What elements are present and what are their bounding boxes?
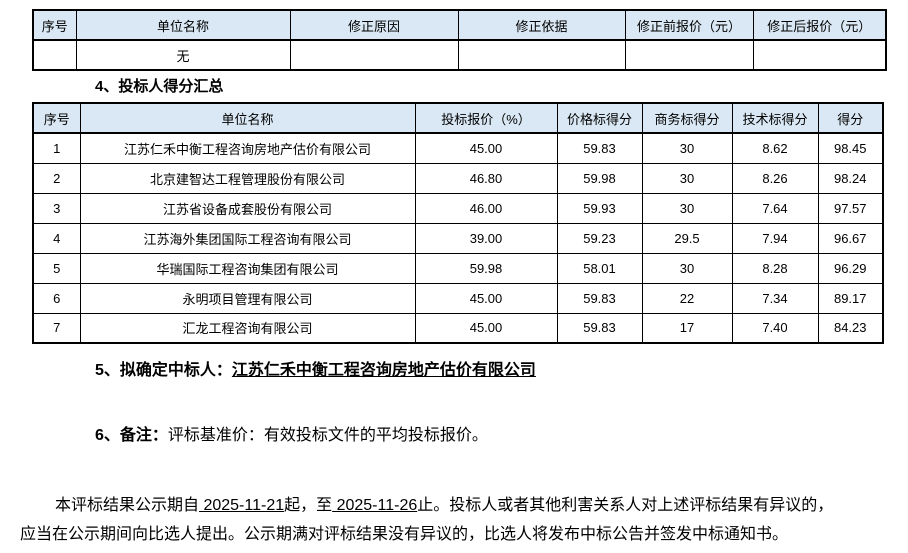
table-cell: 84.23 — [817, 312, 884, 344]
table-cell: 30 — [641, 162, 733, 194]
section6-text: 评标基准价：有效投标文件的平均投标报价。 — [167, 427, 488, 444]
column-header: 单位名称 — [75, 9, 291, 41]
score-summary-table: 序号 单位名称 投标报价（%） 价格标得分 商务标得分 技术标得分 得分 1 江苏仁禾中衡工程… — [32, 102, 884, 344]
table-cell — [32, 39, 77, 71]
section5-winner-line: 5、拟确定中标人：江苏仁禾中衡工程咨询房地产估价有限公司 — [95, 360, 908, 382]
column-header: 修正原因 — [289, 9, 459, 41]
table-cell: 永明项目管理有限公司 — [79, 282, 416, 314]
column-header: 商务标得分 — [641, 102, 733, 134]
table-cell: 45.00 — [414, 132, 558, 164]
table-cell: 7.40 — [731, 312, 819, 344]
table-cell: 江苏省设备成套股份有限公司 — [79, 192, 416, 224]
table-cell — [457, 39, 626, 71]
table-cell: 无 — [75, 39, 291, 71]
winner-company-name: 江苏仁禾中衡工程咨询房地产估价有限公司 — [231, 362, 536, 379]
table-cell: 7.94 — [731, 222, 819, 254]
column-header: 修正前报价（元） — [624, 9, 754, 41]
table-cell: 98.45 — [817, 132, 884, 164]
table-cell: 17 — [641, 312, 733, 344]
notice-date-to: 2025-11-26 — [332, 497, 418, 514]
table-row: 1 江苏仁禾中衡工程咨询房地产估价有限公司 45.00 59.83 30 8.62 98.4… — [32, 132, 884, 164]
table-cell: 4 — [32, 222, 81, 254]
table-cell: 59.83 — [556, 312, 643, 344]
section5-label: 5、拟确定中标人： — [95, 362, 232, 379]
table-cell: 59.23 — [556, 222, 643, 254]
table-cell: 6 — [32, 282, 81, 314]
table-cell: 96.67 — [817, 222, 884, 254]
public-notice-paragraph: 本评标结果公示期自 2025-11-21起，至 2025-11-26止。投标人或… — [20, 491, 844, 549]
table-cell: 8.62 — [731, 132, 819, 164]
table-cell: 89.17 — [817, 282, 884, 314]
table-row: 7 汇龙工程咨询有限公司 45.00 59.83 17 7.40 84.23 — [32, 312, 884, 344]
column-header: 技术标得分 — [731, 102, 819, 134]
table-cell: 华瑞国际工程咨询集团有限公司 — [79, 252, 416, 284]
column-header: 修正依据 — [457, 9, 626, 41]
column-header: 修正后报价（元） — [752, 9, 887, 41]
table-cell: 59.98 — [556, 162, 643, 194]
table-cell: 29.5 — [641, 222, 733, 254]
table-cell: 58.01 — [556, 252, 643, 284]
table-cell — [752, 39, 887, 71]
table-cell: 45.00 — [414, 282, 558, 314]
header-row: 序号 单位名称 投标报价（%） 价格标得分 商务标得分 技术标得分 得分 — [32, 102, 884, 134]
table-cell: 59.83 — [556, 132, 643, 164]
column-header: 单位名称 — [79, 102, 416, 134]
table-cell: 5 — [32, 252, 81, 284]
table-cell: 7 — [32, 312, 81, 344]
table-cell: 59.93 — [556, 192, 643, 224]
notice-mid: 起，至 — [284, 497, 333, 514]
table-cell: 3 — [32, 192, 81, 224]
section6-remark-line: 6、备注：评标基准价：有效投标文件的平均投标报价。 — [95, 425, 908, 447]
table-cell: 8.28 — [731, 252, 819, 284]
table-cell — [289, 39, 459, 71]
table-cell: 8.26 — [731, 162, 819, 194]
table-cell: 39.00 — [414, 222, 558, 254]
header-row: 序号 单位名称 修正原因 修正依据 修正前报价（元） 修正后报价（元） — [32, 9, 887, 41]
table-cell: 7.34 — [731, 282, 819, 314]
correction-table-body: 无 — [32, 39, 887, 71]
notice-tail: 止。投标人或者其他利害关系人对上述评标结果有异议的，应当在公示期间向比选人提出。… — [20, 497, 834, 543]
table-row: 6 永明项目管理有限公司 45.00 59.83 22 7.34 89.17 — [32, 282, 884, 314]
column-header: 序号 — [32, 9, 77, 41]
score-table-header: 序号 单位名称 投标报价（%） 价格标得分 商务标得分 技术标得分 得分 — [32, 102, 884, 134]
table-cell: 96.29 — [817, 252, 884, 284]
table-row: 5 华瑞国际工程咨询集团有限公司 59.98 58.01 30 8.28 96.29 — [32, 252, 884, 284]
column-header: 得分 — [817, 102, 884, 134]
table-cell: 22 — [641, 282, 733, 314]
table-cell: 1 — [32, 132, 81, 164]
section6-label: 6、备注： — [95, 427, 168, 444]
column-header: 序号 — [32, 102, 81, 134]
column-header: 投标报价（%） — [414, 102, 558, 134]
table-cell: 45.00 — [414, 312, 558, 344]
table-cell: 30 — [641, 132, 733, 164]
table-cell: 30 — [641, 192, 733, 224]
table-cell: 江苏仁禾中衡工程咨询房地产估价有限公司 — [79, 132, 416, 164]
table-cell: 汇龙工程咨询有限公司 — [79, 312, 416, 344]
table-row: 无 — [32, 39, 887, 71]
table-cell: 2 — [32, 162, 81, 194]
column-header: 价格标得分 — [556, 102, 643, 134]
table-row: 3 江苏省设备成套股份有限公司 46.00 59.93 30 7.64 97.57 — [32, 192, 884, 224]
table-cell: 59.98 — [414, 252, 558, 284]
table-cell: 59.83 — [556, 282, 643, 314]
notice-date-from: 2025-11-21 — [199, 497, 285, 514]
table-cell: 江苏海外集团国际工程咨询有限公司 — [79, 222, 416, 254]
table-cell: 98.24 — [817, 162, 884, 194]
correction-table-header: 序号 单位名称 修正原因 修正依据 修正前报价（元） 修正后报价（元） — [32, 9, 887, 41]
table-cell: 北京建智达工程管理股份有限公司 — [79, 162, 416, 194]
table-cell — [624, 39, 754, 71]
table-cell: 30 — [641, 252, 733, 284]
score-table-body: 1 江苏仁禾中衡工程咨询房地产估价有限公司 45.00 59.83 30 8.62 98.4… — [32, 132, 884, 344]
table-cell: 7.64 — [731, 192, 819, 224]
notice-lead: 本评标结果公示期自 — [55, 497, 200, 514]
table-row: 2 北京建智达工程管理股份有限公司 46.80 59.98 30 8.26 98.24 — [32, 162, 884, 194]
table-row: 4 江苏海外集团国际工程咨询有限公司 39.00 59.23 29.5 7.94 96.67 — [32, 222, 884, 254]
correction-table: 序号 单位名称 修正原因 修正依据 修正前报价（元） 修正后报价（元） 无 — [32, 9, 887, 71]
table-cell: 46.80 — [414, 162, 558, 194]
table-cell: 97.57 — [817, 192, 884, 224]
table-cell: 46.00 — [414, 192, 558, 224]
section4-title: 4、投标人得分汇总 — [95, 78, 224, 95]
